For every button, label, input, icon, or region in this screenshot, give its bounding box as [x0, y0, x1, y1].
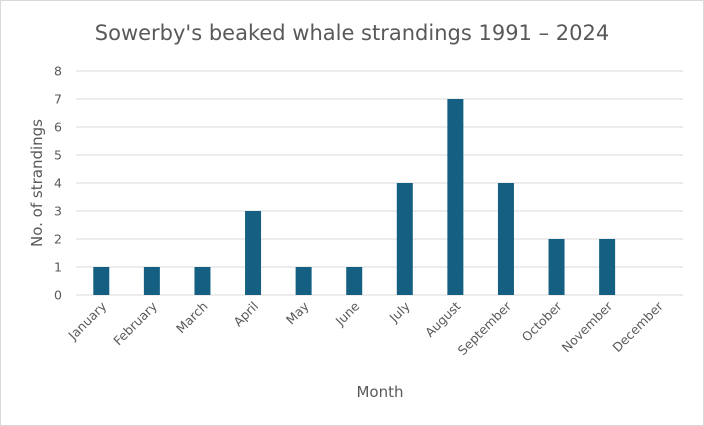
bar-april: [245, 211, 262, 295]
bar-october: [548, 239, 565, 295]
bar-january: [93, 267, 110, 295]
y-axis-label: No. of strandings: [28, 119, 46, 247]
y-tick-label: 2: [54, 232, 62, 247]
x-tick-label: March: [173, 299, 211, 337]
bar-february: [143, 267, 160, 295]
y-tick-label: 3: [54, 204, 62, 219]
y-tick-label: 7: [54, 92, 62, 107]
x-tick-label: October: [519, 298, 566, 345]
x-tick-labels: January February March April May June July Augu…: [65, 298, 667, 358]
y-tick-label: 8: [54, 64, 62, 79]
bar-march: [194, 267, 211, 295]
bars: [93, 99, 616, 295]
x-tick-label: August: [422, 298, 464, 340]
x-tick-label: June: [332, 298, 363, 329]
bar-june: [346, 267, 363, 295]
y-tick-label: 0: [54, 288, 62, 303]
bar-august: [447, 99, 464, 295]
y-tick-labels: 0 1 2 3 4 5 6 7 8: [54, 64, 62, 303]
gridlines: [76, 70, 683, 296]
bar-july: [396, 183, 413, 295]
bar-may: [295, 267, 312, 295]
bar-september: [497, 183, 514, 295]
x-tick-label: May: [283, 298, 312, 327]
y-tick-label: 6: [54, 120, 62, 135]
x-tick-label: February: [110, 298, 160, 348]
bar-november: [599, 239, 616, 295]
y-tick-label: 1: [54, 260, 62, 275]
x-axis-label: Month: [356, 383, 403, 401]
x-tick-label: September: [455, 298, 515, 358]
y-tick-label: 4: [54, 176, 62, 191]
chart-title: Sowerby's beaked whale strandings 1991 –…: [95, 21, 609, 45]
x-tick-label: January: [65, 298, 110, 343]
x-tick-label: December: [609, 298, 666, 355]
x-tick-label: July: [386, 298, 414, 326]
x-tick-label: April: [230, 299, 261, 330]
y-tick-label: 5: [54, 148, 62, 163]
x-tick-label: November: [559, 298, 616, 355]
